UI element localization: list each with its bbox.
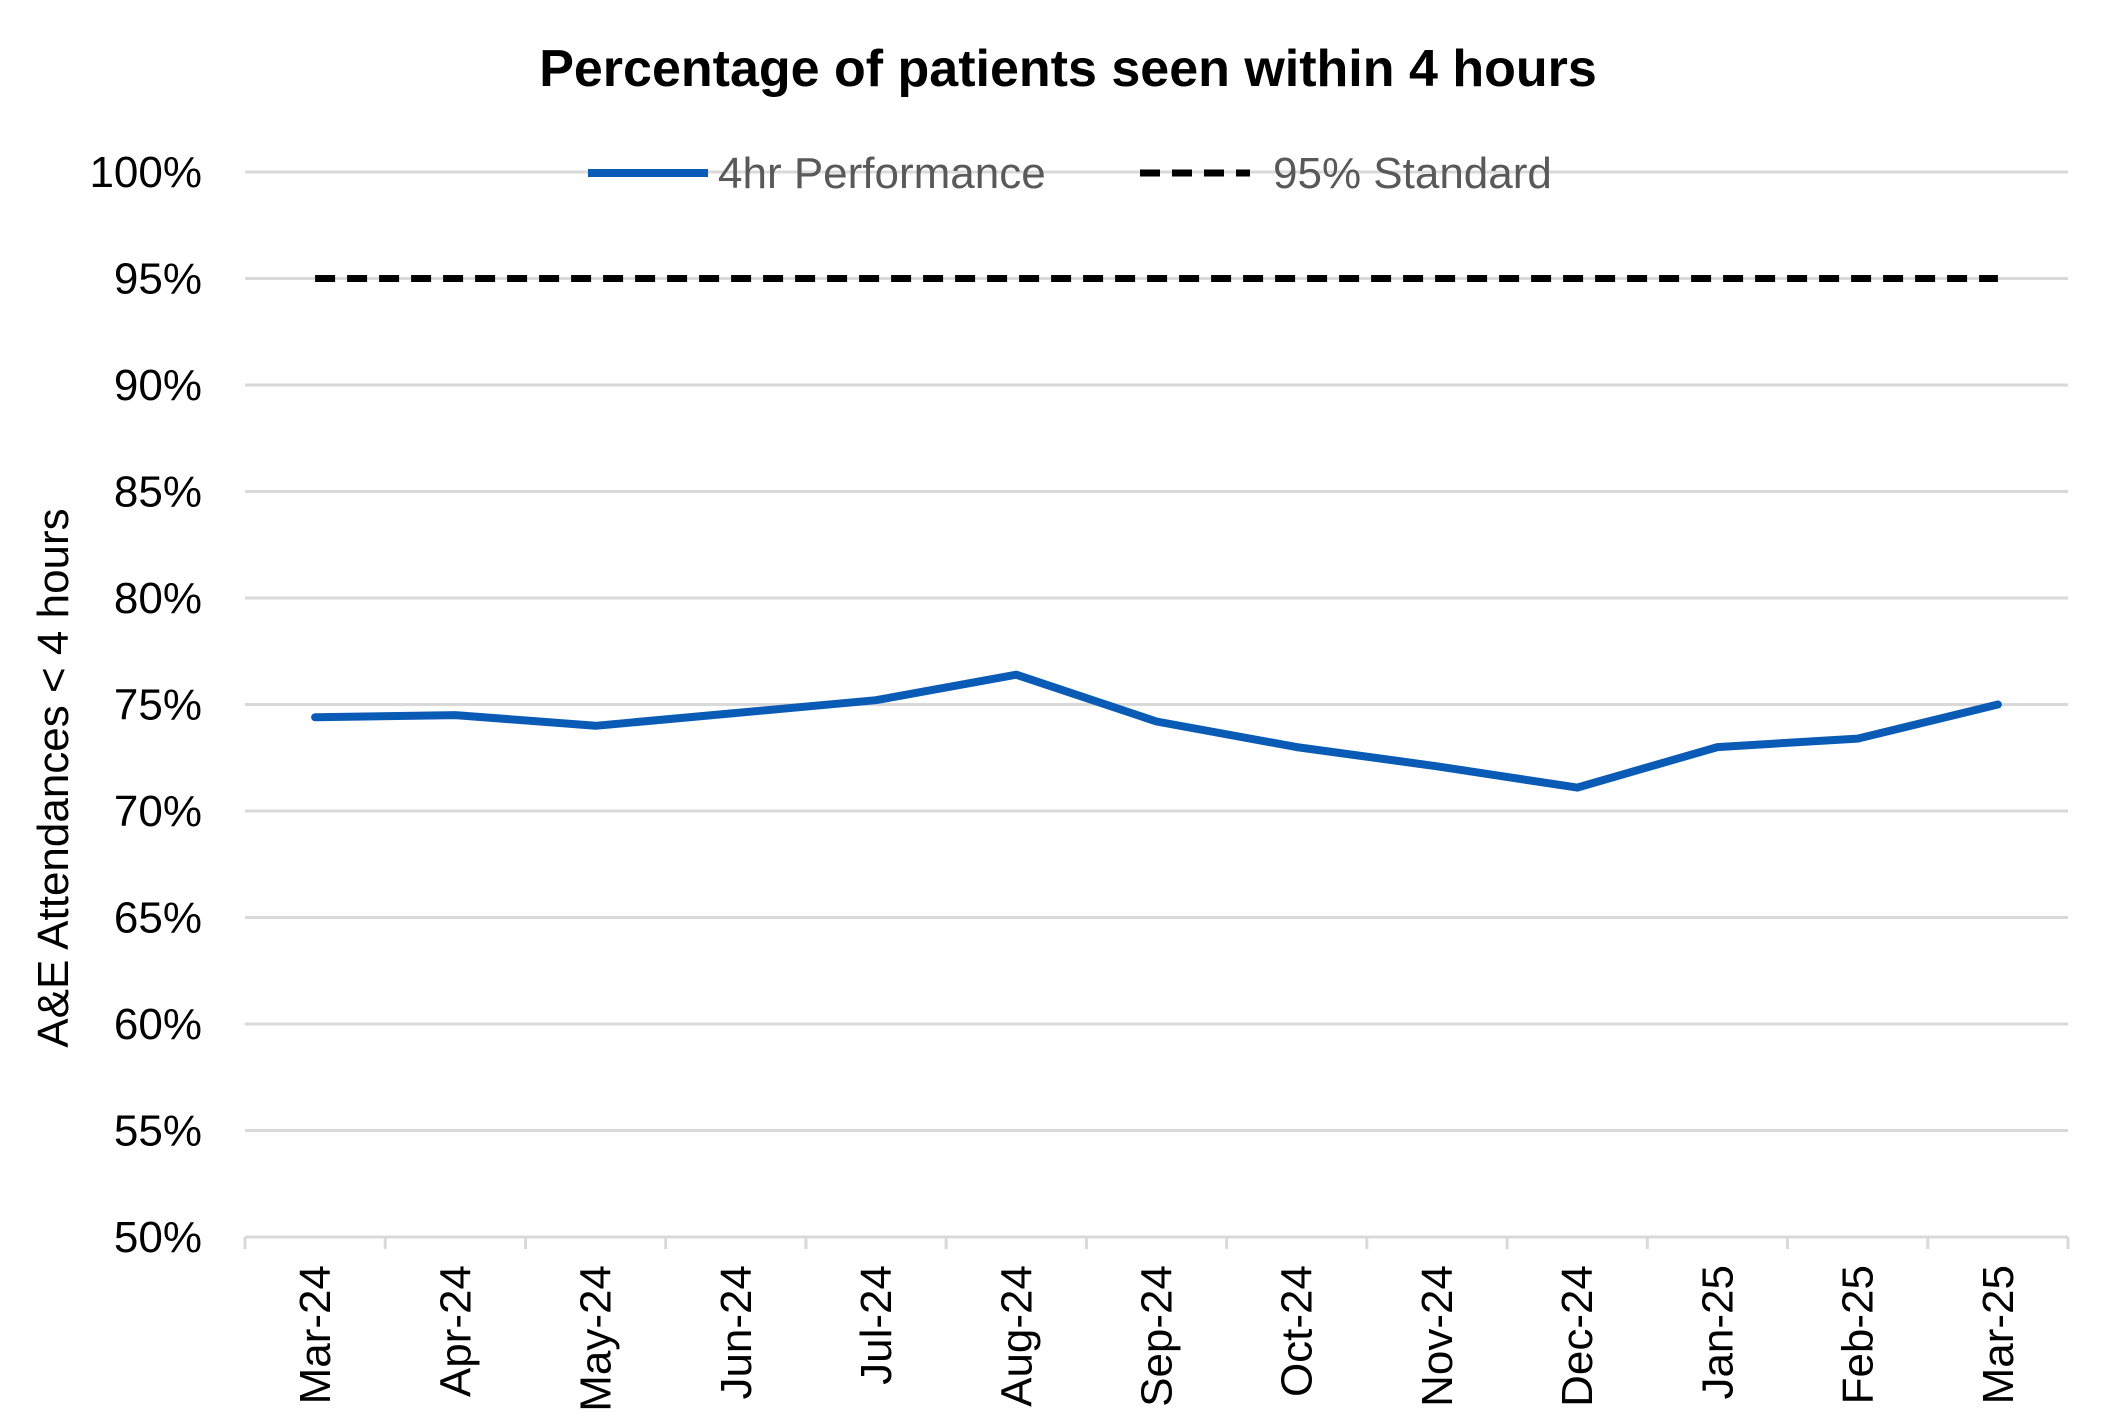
x-axis: Mar-24 Apr-24 May-24 Jun-24 Jul-24 Aug-24 Sep-… [243,1235,2070,1412]
x-tick-label: Dec-24 [1553,1265,1602,1407]
y-tick-label: 85% [114,468,202,517]
y-tick-label: 75% [114,681,202,730]
x-tick-label: Sep-24 [1133,1265,1182,1407]
y-tick-label: 50% [114,1213,202,1262]
y-tick-label: 55% [114,1107,202,1156]
y-axis-ticks: 50% 55% 60% 65% 70% 75% 80% 85% 90% 95% 100% [89,148,202,1262]
performance-line [311,670,2002,792]
series-lines [311,275,2002,792]
x-tick-label: Apr-24 [431,1265,480,1397]
legend-label: 4hr Performance [718,149,1046,198]
y-tick-label: 65% [114,894,202,943]
y-tick-label: 90% [114,361,202,410]
x-tick-label: Nov-24 [1413,1265,1462,1407]
x-tick-label: Jan-25 [1693,1265,1742,1400]
x-tick-label: May-24 [572,1265,621,1412]
y-tick-label: 100% [89,148,202,197]
y-axis-label: A&E Attendances < 4 hours [29,508,78,1047]
x-tick-label: Oct-24 [1273,1265,1322,1397]
gridlines [245,170,2068,1132]
x-tick-label: Jun-24 [712,1265,761,1400]
y-tick-label: 60% [114,1000,202,1049]
y-tick-label: 95% [114,255,202,304]
x-tick-label: Jul-24 [852,1265,901,1385]
y-tick-label: 80% [114,574,202,623]
x-tick-label: Mar-24 [291,1265,340,1404]
legend: 4hr Performance 95% Standard [588,149,1552,198]
chart-title: Percentage of patients seen within 4 hou… [539,40,1597,98]
x-tick-label: Feb-25 [1834,1265,1883,1404]
legend-label: 95% Standard [1273,149,1552,198]
x-tick-label: Aug-24 [992,1265,1041,1407]
y-tick-label: 70% [114,787,202,836]
x-tick-label: Mar-25 [1974,1265,2023,1404]
